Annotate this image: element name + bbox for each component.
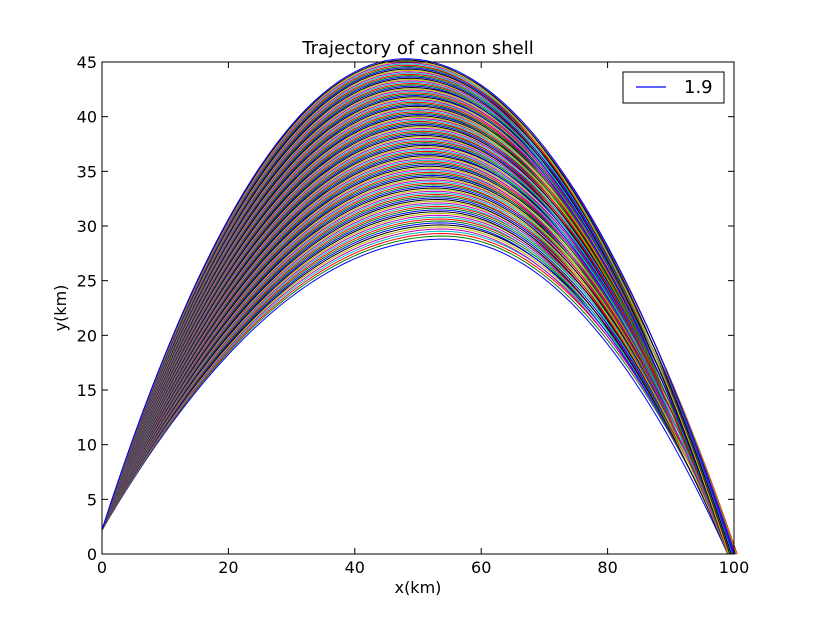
trajectory-line (101, 177, 730, 555)
chart-title: Trajectory of cannon shell (301, 38, 533, 59)
x-tick-label: 0 (97, 558, 107, 577)
trajectory-line (101, 192, 732, 555)
y-tick-label: 15 (77, 381, 97, 400)
trajectory-line (101, 182, 731, 555)
y-tick-label: 45 (77, 53, 97, 72)
y-tick-label: 25 (77, 272, 97, 291)
trajectory-line (101, 152, 733, 555)
trajectory-line (101, 214, 732, 555)
legend: 1.9 (622, 71, 725, 104)
axis-ticks: 0 20 40 60 80 100 0 5 10 15 20 25 30 35 40 45 (77, 53, 750, 577)
y-tick-label: 30 (77, 217, 97, 236)
trajectory-line (101, 142, 734, 555)
trajectory-line (101, 156, 733, 555)
trajectory-line (101, 199, 730, 555)
y-tick-label: 40 (77, 108, 97, 127)
trajectory-line (101, 153, 730, 555)
trajectory-line (101, 168, 729, 555)
trajectory-line (101, 158, 730, 555)
trajectory-line (101, 194, 730, 555)
y-tick-label: 0 (87, 545, 97, 564)
trajectory-line (101, 216, 729, 555)
y-tick-label: 5 (87, 490, 97, 509)
trajectory-line (101, 176, 733, 555)
legend-entry-label: 1.9 (684, 77, 713, 98)
trajectory-line (101, 171, 733, 555)
x-tick-label: 40 (345, 558, 365, 577)
trajectory-line (101, 167, 732, 555)
trajectory-line (101, 147, 732, 555)
trajectory-line (101, 238, 729, 555)
trajectory-line (101, 162, 731, 555)
trajectory-line (101, 222, 730, 555)
trajectory-line (101, 228, 731, 555)
y-tick-label: 20 (77, 326, 97, 345)
trajectory-line (101, 204, 731, 555)
trajectory-line (101, 173, 730, 555)
x-tick-label: 60 (471, 558, 491, 577)
trajectory-line (101, 143, 731, 555)
x-tick-label: 80 (597, 558, 617, 577)
trajectory-line (101, 189, 729, 555)
trajectory-line (101, 211, 729, 555)
trajectory-line (101, 233, 734, 555)
x-tick-label: 100 (719, 558, 750, 577)
x-tick-label: 20 (218, 558, 238, 577)
plot-frame (101, 61, 735, 555)
trajectory-line (101, 58, 735, 555)
trajectory-line (101, 209, 732, 555)
y-axis-label: y(km) (51, 285, 70, 332)
trajectory-line (101, 187, 732, 555)
trajectory-lines (101, 58, 738, 555)
trajectory-line (101, 149, 729, 555)
y-tick-label: 35 (77, 162, 97, 181)
y-tick-label: 10 (77, 436, 97, 455)
x-axis-label: x(km) (395, 578, 442, 597)
trajectory-line (101, 235, 732, 555)
